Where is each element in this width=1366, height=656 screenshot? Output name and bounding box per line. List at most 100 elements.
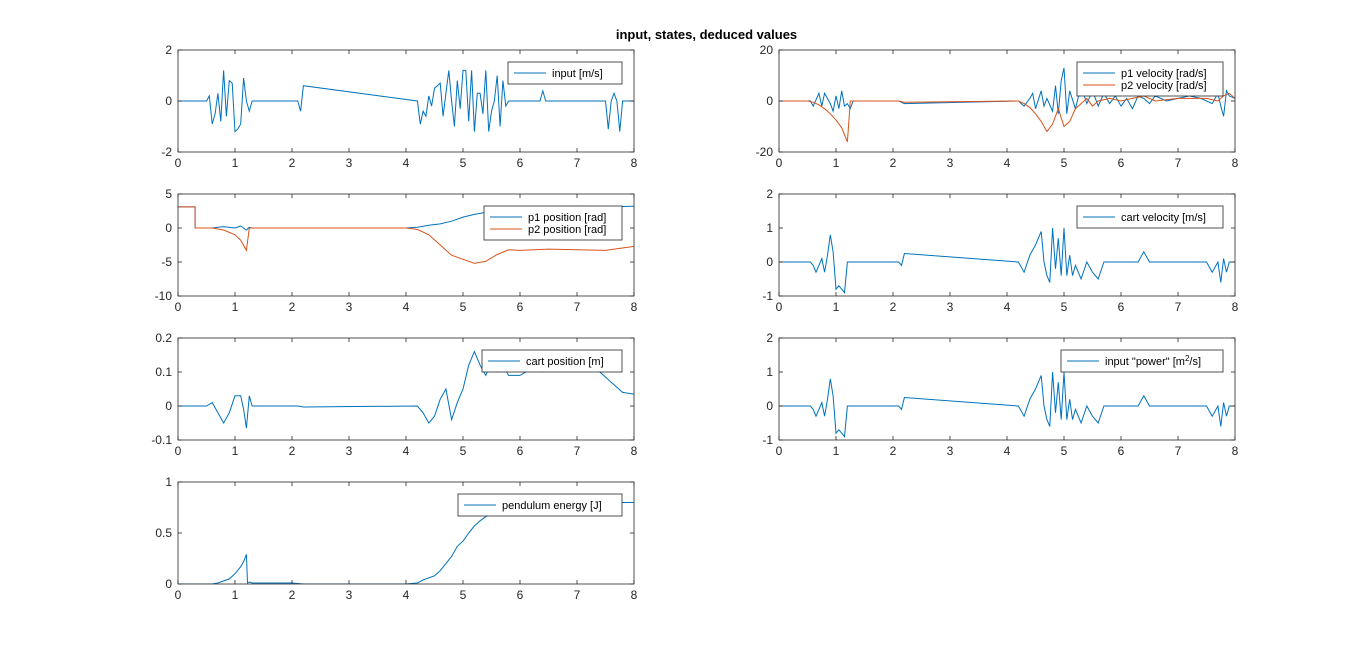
x-tick-label: 8 xyxy=(631,300,638,314)
legend-label-2: p2 velocity [rad/s] xyxy=(1121,80,1207,92)
x-tick-label: 0 xyxy=(776,300,783,314)
x-tick-label: 4 xyxy=(1004,156,1011,170)
x-tick-label: 8 xyxy=(631,588,638,602)
y-tick-label: 0 xyxy=(766,255,773,269)
legend: cart velocity [m/s] xyxy=(1076,205,1224,229)
y-tick-label: 0.2 xyxy=(155,331,172,345)
y-tick-label: -10 xyxy=(155,289,173,303)
y-tick-label: 0 xyxy=(766,399,773,413)
x-tick-label: 5 xyxy=(460,156,467,170)
y-tick-label: 0.5 xyxy=(155,526,172,540)
x-tick-label: 5 xyxy=(1061,300,1068,314)
series-line-2 xyxy=(178,206,634,264)
series-line-2 xyxy=(779,92,1235,142)
x-tick-label: 7 xyxy=(574,444,581,458)
x-tick-label: 5 xyxy=(460,444,467,458)
x-tick-label: 0 xyxy=(175,156,182,170)
legend: cart position [m] xyxy=(481,349,623,373)
x-tick-label: 4 xyxy=(403,588,410,602)
legend-label-1: p1 velocity [rad/s] xyxy=(1121,68,1207,80)
series-line-1 xyxy=(779,371,1235,438)
x-tick-label: 0 xyxy=(175,588,182,602)
x-tick-label: 0 xyxy=(175,444,182,458)
x-tick-label: 6 xyxy=(517,156,524,170)
series-line-1 xyxy=(779,67,1235,117)
subplot-position: 0 1 2 3 4 5 6 7 8 -10 -5 0 5 p1 position [rad]p2 posi… xyxy=(155,187,638,314)
legend: input [m/s] xyxy=(507,61,623,85)
legend-label-1: input [m/s] xyxy=(552,68,603,80)
y-tick-label: 0 xyxy=(165,221,172,235)
x-tick-label: 3 xyxy=(346,300,353,314)
y-tick-label: 0.1 xyxy=(155,365,172,379)
x-tick-label: 6 xyxy=(517,300,524,314)
x-tick-label: 3 xyxy=(346,156,353,170)
x-tick-label: 3 xyxy=(346,444,353,458)
x-tick-label: 5 xyxy=(460,588,467,602)
y-tick-label: 1 xyxy=(165,475,172,489)
x-tick-label: 7 xyxy=(1175,444,1182,458)
legend-box xyxy=(1060,349,1224,373)
y-tick-label: 2 xyxy=(165,43,172,57)
x-tick-label: 1 xyxy=(833,300,840,314)
x-tick-label: 2 xyxy=(890,156,897,170)
legend-box xyxy=(1076,205,1224,229)
legend-label-2: p2 position [rad] xyxy=(528,224,606,236)
legend: p1 position [rad]p2 position [rad] xyxy=(483,205,623,241)
x-tick-label: 4 xyxy=(1004,444,1011,458)
x-tick-label: 3 xyxy=(947,444,954,458)
legend: p1 velocity [rad/s]p2 velocity [rad/s] xyxy=(1076,61,1224,97)
legend: input "power" [m2/s] xyxy=(1060,349,1224,373)
x-tick-label: 1 xyxy=(833,444,840,458)
y-tick-label: -2 xyxy=(161,145,172,159)
x-tick-label: 7 xyxy=(574,300,581,314)
legend-label-1: input "power" [m2/s] xyxy=(1105,354,1201,368)
x-tick-label: 7 xyxy=(574,156,581,170)
x-tick-label: 2 xyxy=(289,444,296,458)
x-tick-label: 2 xyxy=(289,156,296,170)
x-tick-label: 7 xyxy=(1175,300,1182,314)
y-tick-label: 0 xyxy=(766,94,773,108)
x-tick-label: 8 xyxy=(1232,300,1239,314)
y-tick-label: 2 xyxy=(766,187,773,201)
x-tick-label: 4 xyxy=(1004,300,1011,314)
legend-label-1: p1 position [rad] xyxy=(528,212,606,224)
x-tick-label: 8 xyxy=(1232,156,1239,170)
x-tick-label: 0 xyxy=(776,156,783,170)
x-tick-label: 6 xyxy=(517,588,524,602)
y-tick-label: 5 xyxy=(165,187,172,201)
x-tick-label: 6 xyxy=(1118,300,1125,314)
x-tick-label: 1 xyxy=(232,588,239,602)
legend-box xyxy=(1076,61,1224,97)
x-tick-label: 4 xyxy=(403,444,410,458)
y-tick-label: -20 xyxy=(756,145,774,159)
y-tick-label: -0.1 xyxy=(151,433,172,447)
x-tick-label: 7 xyxy=(1175,156,1182,170)
legend-label-1: cart position [m] xyxy=(526,356,604,368)
x-tick-label: 6 xyxy=(517,444,524,458)
y-tick-label: -1 xyxy=(762,433,773,447)
y-tick-label: 1 xyxy=(766,221,773,235)
figure-title: input, states, deduced values xyxy=(615,27,798,42)
series-line-1 xyxy=(779,227,1235,294)
legend-box xyxy=(507,61,623,85)
x-tick-label: 6 xyxy=(1118,444,1125,458)
legend-label-1: pendulum energy [J] xyxy=(502,500,602,512)
legend-box xyxy=(483,205,623,241)
x-tick-label: 4 xyxy=(403,300,410,314)
x-tick-label: 8 xyxy=(631,444,638,458)
x-tick-label: 4 xyxy=(403,156,410,170)
x-tick-label: 3 xyxy=(947,300,954,314)
x-tick-label: 5 xyxy=(460,300,467,314)
x-tick-label: 0 xyxy=(776,444,783,458)
x-tick-label: 2 xyxy=(289,588,296,602)
y-tick-label: 1 xyxy=(766,365,773,379)
x-tick-label: 2 xyxy=(890,444,897,458)
y-tick-label: 0 xyxy=(165,94,172,108)
x-tick-label: 5 xyxy=(1061,444,1068,458)
x-tick-label: 3 xyxy=(346,588,353,602)
y-tick-label: 0 xyxy=(165,577,172,591)
